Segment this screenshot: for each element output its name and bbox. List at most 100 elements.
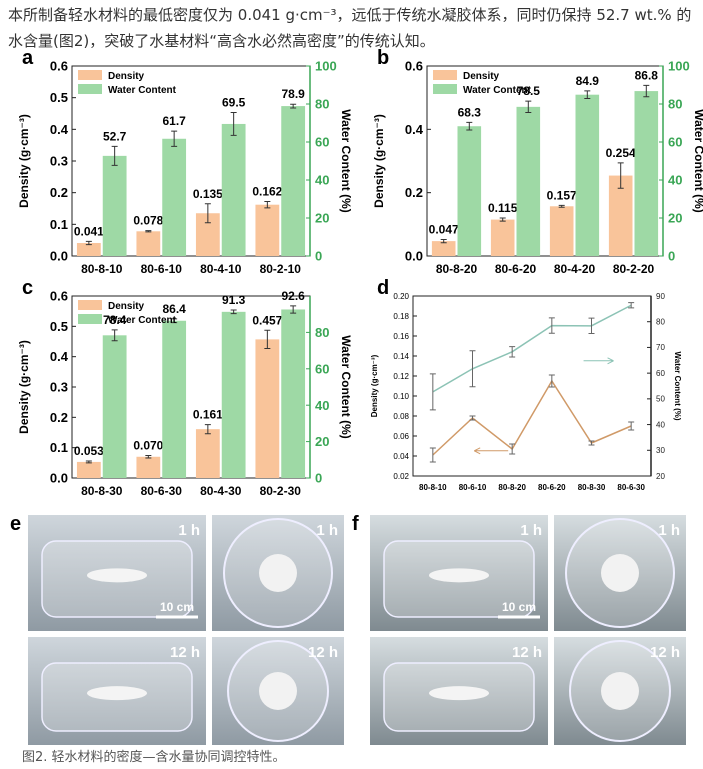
error-bar <box>145 455 152 459</box>
x-tick-label: 80-4-10 <box>200 262 242 276</box>
error-bar <box>509 443 516 455</box>
legend-swatch <box>433 84 457 94</box>
value-label: 0.053 <box>74 444 104 458</box>
legend-swatch <box>78 300 102 310</box>
value-label: 0.161 <box>193 408 223 422</box>
y2-tick-label: 0 <box>315 249 322 264</box>
bar <box>608 175 633 256</box>
time-label: 1 h <box>178 522 200 539</box>
error-bar <box>204 424 211 435</box>
y-tick-label: 0.02 <box>393 472 409 481</box>
y-tick-label: 0.0 <box>50 249 68 264</box>
bar <box>102 155 127 256</box>
bar <box>431 241 456 256</box>
y-tick-label: 0.14 <box>393 352 409 361</box>
error-bar <box>588 440 595 446</box>
line <box>432 379 632 456</box>
bar <box>136 456 161 478</box>
x-tick-label: 80-2-20 <box>613 262 655 276</box>
error-bar <box>548 374 555 388</box>
y2-tick-label: 60 <box>668 135 682 150</box>
bar <box>575 94 600 256</box>
y2-tick-label: 90 <box>656 292 665 301</box>
y-tick-label: 0.0 <box>405 249 423 264</box>
error-bar <box>628 302 635 309</box>
bar <box>549 206 574 256</box>
x-tick-label: 80-8-10 <box>81 262 123 276</box>
y-tick-label: 0.0 <box>50 471 68 486</box>
value-label: 78.4 <box>103 313 127 327</box>
y-tick-label: 0.5 <box>50 319 68 334</box>
bar <box>221 123 246 256</box>
y2-axis-title: Water Content (%) <box>692 109 703 213</box>
value-label: 0.135 <box>193 187 223 201</box>
sample <box>259 672 297 710</box>
time-label: 12 h <box>650 644 680 661</box>
x-tick-label: 80-2-30 <box>260 484 302 498</box>
error-bar <box>171 130 178 147</box>
y-tick-label: 0.20 <box>393 292 409 301</box>
error-bar <box>111 145 118 166</box>
sample <box>429 686 489 701</box>
error-bar <box>264 201 271 209</box>
x-tick-label: 80-8-20 <box>498 483 526 492</box>
sample <box>87 686 147 701</box>
bar <box>634 91 659 256</box>
legend-label: Water Content <box>108 315 177 326</box>
y-tick-label: 0.04 <box>393 452 409 461</box>
x-tick-label: 80-8-30 <box>578 483 606 492</box>
error-bar <box>469 415 476 421</box>
y-tick-label: 0.6 <box>50 59 68 74</box>
error-bar <box>204 203 211 224</box>
chart-panel: d 0.02 0.04 0.06 0.08 0.10 0.12 0.14 0.16 0.18 0.2… <box>370 277 682 492</box>
chart-panel: c 0.0 0.1 0.2 0.3 0.4 0.5 0.6 0 20 40 60 80 Density (… <box>17 277 353 498</box>
error-bar <box>617 162 624 189</box>
error-bar <box>558 204 565 208</box>
error-bar <box>230 309 237 315</box>
y-tick-label: 0.08 <box>393 412 409 421</box>
time-label: 12 h <box>170 644 200 661</box>
bar <box>255 339 280 478</box>
y-tick-label: 0.06 <box>393 432 409 441</box>
y-tick-label: 0.4 <box>405 122 424 137</box>
y-tick-label: 0.2 <box>50 185 68 200</box>
y-tick-label: 0.18 <box>393 312 409 321</box>
error-bar <box>466 121 473 131</box>
error-bar <box>290 305 297 314</box>
sample <box>601 672 639 710</box>
y2-tick-label: 60 <box>315 361 329 376</box>
legend-swatch <box>78 70 102 80</box>
legend-swatch <box>78 84 102 94</box>
y-tick-label: 0.6 <box>405 59 423 74</box>
x-tick-label: 80-6-20 <box>538 483 566 492</box>
error-bar <box>429 373 436 411</box>
y2-tick-label: 50 <box>656 395 665 404</box>
bar <box>255 204 280 256</box>
photo-panel: f 1 h 1 h 12 h 12 h 10 cm <box>352 513 686 745</box>
bar <box>136 231 161 256</box>
x-tick-label: 80-4-30 <box>200 484 242 498</box>
y2-tick-label: 70 <box>656 343 665 352</box>
y-tick-label: 0.4 <box>50 349 69 364</box>
bar <box>516 106 541 256</box>
y2-tick-label: 40 <box>656 420 665 429</box>
y-axis-title: Density (g·cm⁻³) <box>17 340 31 434</box>
y2-tick-label: 80 <box>668 97 682 112</box>
value-label: 0.070 <box>133 439 163 453</box>
y2-tick-label: 100 <box>668 59 690 74</box>
error-bar <box>499 217 506 222</box>
y2-tick-label: 0 <box>315 471 322 486</box>
x-tick-label: 80-6-30 <box>617 483 645 492</box>
error-bar <box>509 346 516 358</box>
error-bar <box>290 103 297 109</box>
value-label: 86.8 <box>635 68 659 82</box>
error-bar <box>525 100 532 114</box>
value-label: 86.4 <box>162 302 186 316</box>
y-tick-label: 0.2 <box>405 185 423 200</box>
y2-tick-label: 60 <box>315 135 329 150</box>
bar <box>162 138 187 256</box>
caption: 图2. 轻水材料的密度—含水量协同调控特性。 <box>22 750 286 765</box>
scale-label: 10 cm <box>160 600 194 614</box>
value-label: 0.457 <box>252 313 282 327</box>
